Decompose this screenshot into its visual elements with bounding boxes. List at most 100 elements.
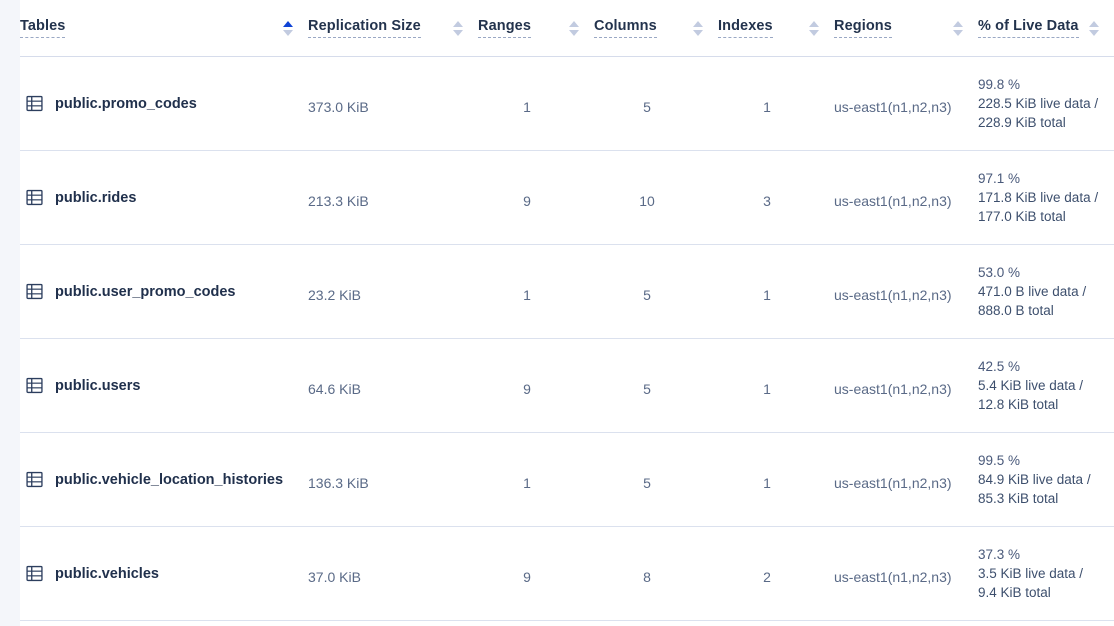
cell-replication-size: 373.0 KiB — [308, 56, 478, 151]
live-data-block: 42.5 % 5.4 KiB live data / 12.8 KiB tota… — [978, 357, 1114, 414]
columns-value: 5 — [643, 474, 651, 491]
sort-ascending-icon — [953, 20, 963, 27]
table-name-link[interactable]: public.users — [55, 377, 141, 394]
live-data-percent: 37.3 % — [978, 547, 1021, 562]
table-icon — [26, 471, 43, 488]
columns-value: 8 — [643, 568, 651, 585]
sort-descending-icon — [569, 29, 579, 36]
table-row[interactable]: public.promo_codes 373.0 KiB 1 5 1 us-ea… — [20, 56, 1114, 151]
table-icon — [26, 189, 43, 206]
sort-toggle-indexes[interactable] — [808, 20, 820, 36]
regions-value: us-east1(n1,n2,n3) — [834, 380, 952, 397]
column-header-label[interactable]: % of Live Data — [978, 18, 1079, 38]
cell-indexes: 3 — [718, 150, 834, 245]
column-header-label[interactable]: Indexes — [718, 18, 773, 38]
replication-size-value: 37.0 KiB — [308, 568, 361, 585]
table-name-link[interactable]: public.rides — [55, 189, 137, 206]
regions-value: us-east1(n1,n2,n3) — [834, 286, 952, 303]
column-header-indexes[interactable]: Indexes — [718, 0, 834, 57]
live-data-total: 177.0 KiB total — [978, 209, 1066, 224]
sort-ascending-icon — [453, 20, 463, 27]
cell-ranges: 9 — [478, 526, 594, 621]
table-row[interactable]: public.vehicle_location_histories 136.3 … — [20, 432, 1114, 527]
ranges-value: 9 — [523, 380, 531, 397]
live-data-amount: 3.5 KiB live data / — [978, 566, 1084, 581]
table-name-link[interactable]: public.promo_codes — [55, 95, 197, 112]
live-data-total: 85.3 KiB total — [978, 491, 1059, 506]
column-header-label[interactable]: Ranges — [478, 18, 531, 38]
cell-table-name: public.vehicle_location_histories — [20, 432, 308, 527]
cell-percent-live-data: 97.1 % 171.8 KiB live data / 177.0 KiB t… — [978, 150, 1114, 245]
live-data-total: 12.8 KiB total — [978, 397, 1059, 412]
table-name-link[interactable]: public.vehicle_location_histories — [55, 471, 284, 488]
sort-descending-icon — [809, 29, 819, 36]
sort-toggle-columns[interactable] — [692, 20, 704, 36]
sort-toggle-percent-live-data[interactable] — [1088, 20, 1100, 36]
column-header-label[interactable]: Columns — [594, 18, 657, 38]
cell-table-name: public.vehicles — [20, 526, 308, 621]
cell-ranges: 9 — [478, 150, 594, 245]
table-header: Tables Replication Size — [20, 0, 1114, 57]
cell-ranges: 1 — [478, 56, 594, 151]
sort-toggle-replication-size[interactable] — [452, 20, 464, 36]
table-row[interactable]: public.user_promo_codes 23.2 KiB 1 5 1 u… — [20, 244, 1114, 339]
cell-percent-live-data: 99.8 % 228.5 KiB live data / 228.9 KiB t… — [978, 56, 1114, 151]
cell-replication-size: 64.6 KiB — [308, 338, 478, 433]
column-header-tables[interactable]: Tables — [20, 0, 308, 57]
table-row[interactable]: public.rides 213.3 KiB 9 10 3 us-east1(n… — [20, 150, 1114, 245]
sort-toggle-regions[interactable] — [952, 20, 964, 36]
regions-value: us-east1(n1,n2,n3) — [834, 98, 952, 115]
sort-descending-icon — [1089, 29, 1099, 36]
sort-toggle-tables[interactable] — [282, 20, 294, 36]
column-header-replication-size[interactable]: Replication Size — [308, 0, 478, 57]
table-name-link[interactable]: public.user_promo_codes — [55, 283, 236, 300]
cell-regions: us-east1(n1,n2,n3) — [834, 432, 978, 527]
live-data-percent: 42.5 % — [978, 359, 1021, 374]
table-name-link[interactable]: public.vehicles — [55, 565, 159, 582]
column-header-columns[interactable]: Columns — [594, 0, 718, 57]
regions-value: us-east1(n1,n2,n3) — [834, 474, 952, 491]
live-data-total: 9.4 KiB total — [978, 585, 1051, 600]
table-icon — [26, 377, 43, 394]
column-header-label[interactable]: Replication Size — [308, 18, 421, 38]
sort-ascending-icon — [1089, 20, 1099, 27]
table-row[interactable]: public.vehicles 37.0 KiB 9 8 2 us-east1(… — [20, 526, 1114, 621]
cell-replication-size: 213.3 KiB — [308, 150, 478, 245]
table-icon — [26, 283, 43, 300]
cell-table-name: public.rides — [20, 150, 308, 245]
cell-indexes: 1 — [718, 432, 834, 527]
cell-regions: us-east1(n1,n2,n3) — [834, 526, 978, 621]
cell-replication-size: 37.0 KiB — [308, 526, 478, 621]
column-header-label[interactable]: Regions — [834, 18, 892, 38]
cell-columns: 10 — [594, 150, 718, 245]
replication-size-value: 136.3 KiB — [308, 474, 369, 491]
indexes-value: 1 — [763, 474, 771, 491]
cell-columns: 8 — [594, 526, 718, 621]
ranges-value: 1 — [523, 286, 531, 303]
column-header-label[interactable]: Tables — [20, 18, 66, 38]
cell-percent-live-data: 42.5 % 5.4 KiB live data / 12.8 KiB tota… — [978, 338, 1114, 433]
cell-columns: 5 — [594, 244, 718, 339]
regions-value: us-east1(n1,n2,n3) — [834, 568, 952, 585]
replication-size-value: 64.6 KiB — [308, 380, 361, 397]
indexes-value: 3 — [763, 192, 771, 209]
cell-regions: us-east1(n1,n2,n3) — [834, 150, 978, 245]
sort-ascending-icon — [569, 20, 579, 27]
cell-indexes: 1 — [718, 338, 834, 433]
cell-columns: 5 — [594, 56, 718, 151]
cell-table-name: public.users — [20, 338, 308, 433]
column-header-percent-live-data[interactable]: % of Live Data — [978, 0, 1114, 57]
cell-percent-live-data: 53.0 % 471.0 B live data / 888.0 B total — [978, 244, 1114, 339]
live-data-block: 53.0 % 471.0 B live data / 888.0 B total — [978, 263, 1114, 320]
column-header-ranges[interactable]: Ranges — [478, 0, 594, 57]
sort-ascending-icon — [809, 20, 819, 27]
sort-toggle-ranges[interactable] — [568, 20, 580, 36]
sort-ascending-icon — [283, 20, 293, 27]
header-row: Tables Replication Size — [20, 0, 1114, 57]
table-row[interactable]: public.users 64.6 KiB 9 5 1 us-east1(n1,… — [20, 338, 1114, 433]
cell-ranges: 9 — [478, 338, 594, 433]
ranges-value: 9 — [523, 568, 531, 585]
column-header-regions[interactable]: Regions — [834, 0, 978, 57]
replication-size-value: 373.0 KiB — [308, 98, 369, 115]
cell-indexes: 1 — [718, 56, 834, 151]
